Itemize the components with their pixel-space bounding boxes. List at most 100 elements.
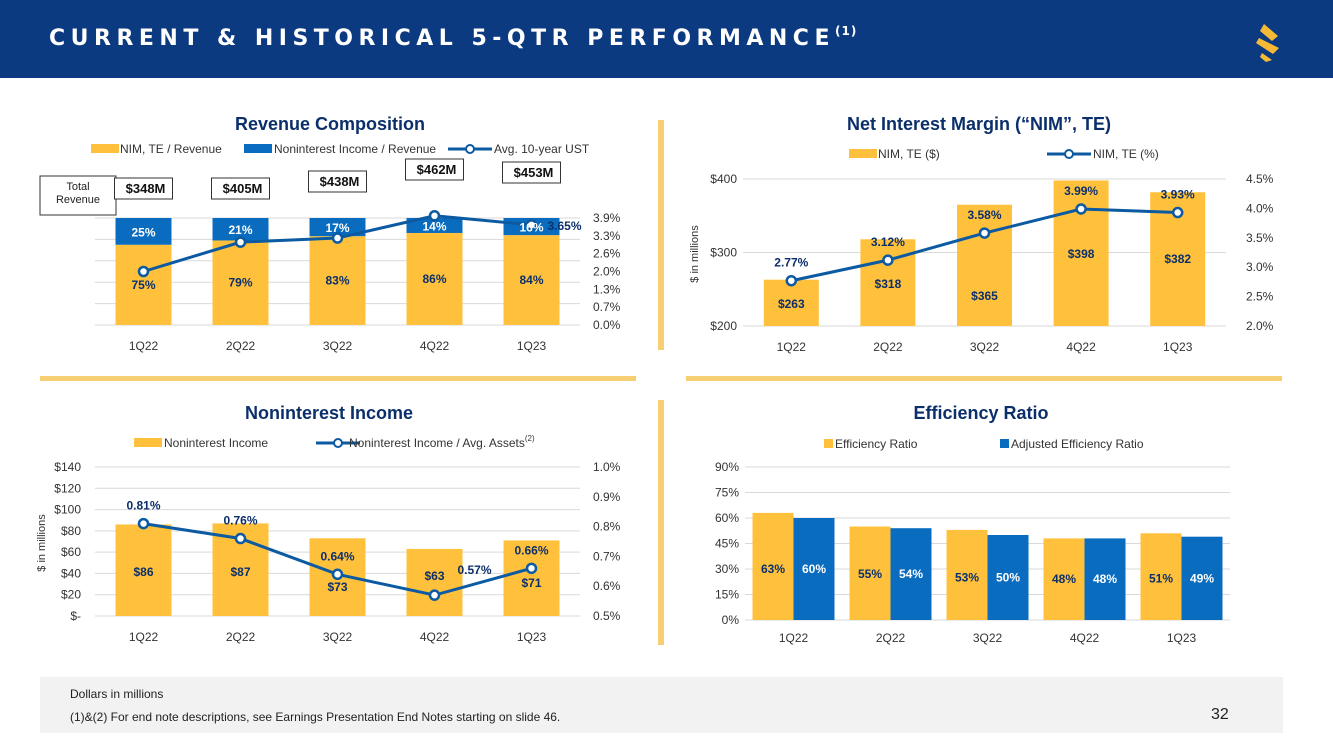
bar-label-nonint-revenue: 21% bbox=[228, 223, 252, 237]
footer-note-endnotes: (1)&(2) For end note descriptions, see E… bbox=[70, 710, 561, 724]
y2-tick-label: 3.0% bbox=[1246, 260, 1274, 274]
page-number: 32 bbox=[1211, 706, 1229, 723]
legend-swatch-nonint-revenue bbox=[244, 144, 272, 153]
line-label-nii-assets: 0.81% bbox=[126, 499, 160, 513]
bar-eff bbox=[1043, 538, 1085, 620]
y-tick-label: 0% bbox=[722, 613, 740, 627]
bar-label-nim-dollars: $318 bbox=[875, 277, 902, 291]
bar-label-eff: 51% bbox=[1149, 571, 1173, 585]
legend-swatch-nii bbox=[134, 438, 162, 447]
bar-label-eff: 48% bbox=[1052, 572, 1076, 586]
bar-label-nii: $71 bbox=[521, 576, 541, 590]
x-tick-label: 1Q22 bbox=[129, 339, 159, 353]
marker-ust bbox=[428, 210, 441, 222]
bar-label-nim-revenue: 86% bbox=[422, 272, 446, 286]
total-revenue-value: $462M bbox=[417, 162, 457, 177]
nim-chart-title: Net Interest Margin (“NIM”, TE) bbox=[847, 114, 1111, 134]
x-tick-label: 3Q22 bbox=[970, 340, 1000, 354]
bar-nonint-revenue bbox=[115, 218, 172, 245]
bar-nii bbox=[115, 524, 172, 616]
horizontal-divider-right bbox=[686, 376, 1282, 381]
y2-tick-label: 0.0% bbox=[593, 318, 621, 332]
x-tick-label: 1Q23 bbox=[1163, 340, 1193, 354]
y-tick-label: $300 bbox=[710, 246, 737, 260]
y-tick-label: $200 bbox=[710, 319, 737, 333]
nim-chart: Net Interest Margin (“NIM”, TE) NIM, TE … bbox=[686, 108, 1286, 358]
y2-tick-label: 2.5% bbox=[1246, 290, 1274, 304]
bar-label-nim-revenue: 84% bbox=[519, 273, 543, 287]
bar-nonint-revenue bbox=[406, 218, 463, 233]
bar-adj-eff bbox=[793, 518, 835, 620]
legend-swatch-nim-dollars bbox=[849, 149, 877, 158]
y2-tick-label: 2.6% bbox=[593, 247, 621, 261]
bar-label-nim-dollars: $398 bbox=[1068, 247, 1095, 261]
vertical-divider-top bbox=[658, 120, 664, 350]
total-revenue-box bbox=[114, 177, 173, 200]
y2-tick-label: 2.0% bbox=[1246, 319, 1274, 333]
line-label-nii-assets: 0.76% bbox=[223, 514, 257, 528]
title-footnote-ref: (1) bbox=[834, 24, 858, 38]
bar-nim-revenue bbox=[309, 236, 366, 325]
bar-nim-revenue bbox=[503, 235, 560, 325]
total-revenue-value: $438M bbox=[320, 174, 360, 189]
legend-label-nii-assets: Noninterest Income / Avg. Assets(2) bbox=[349, 434, 535, 450]
bar-label-nim-revenue: 83% bbox=[325, 274, 349, 288]
legend-label-nii: Noninterest Income bbox=[164, 436, 268, 450]
bar-label-adj-eff: 50% bbox=[996, 571, 1020, 585]
marker-ust bbox=[234, 236, 247, 248]
x-tick-label: 1Q22 bbox=[129, 630, 159, 644]
bar-label-nii: $86 bbox=[133, 565, 153, 579]
footer-notes: Dollars in millions (1)&(2) For end note… bbox=[40, 677, 1283, 733]
bar-nii bbox=[503, 540, 560, 616]
y2-tick-label: 0.7% bbox=[593, 549, 621, 563]
y2-tick-label: 0.8% bbox=[593, 520, 621, 534]
bar-label-nim-dollars: $263 bbox=[778, 297, 805, 311]
x-tick-label: 2Q22 bbox=[226, 339, 256, 353]
total-revenue-box bbox=[502, 161, 561, 184]
legend-label-nim-pct: NIM, TE (%) bbox=[1093, 147, 1159, 161]
y-tick-label: 45% bbox=[715, 537, 739, 551]
bar-nii bbox=[406, 548, 463, 616]
line-label-nim-pct: 2.77% bbox=[774, 256, 808, 270]
line-label-nii-assets: 0.57% bbox=[457, 563, 491, 577]
bar-label-nim-dollars: $382 bbox=[1164, 252, 1191, 266]
bar-adj-eff bbox=[1181, 536, 1223, 620]
x-tick-label: 1Q22 bbox=[777, 340, 807, 354]
x-tick-label: 1Q22 bbox=[779, 631, 809, 645]
y-tick-label: 75% bbox=[715, 486, 739, 500]
header-bar: CURRENT & HISTORICAL 5-QTR PERFORMANCE(1… bbox=[0, 0, 1333, 78]
x-tick-label: 1Q23 bbox=[1167, 631, 1197, 645]
bar-label-nim-revenue: 75% bbox=[131, 278, 155, 292]
y-tick-label: $- bbox=[70, 609, 81, 623]
marker-ust bbox=[331, 232, 344, 244]
bar-label-adj-eff: 49% bbox=[1190, 571, 1214, 585]
bar-label-eff: 63% bbox=[761, 562, 785, 576]
bar-nim-revenue bbox=[406, 232, 463, 325]
bar-nim-revenue bbox=[115, 244, 172, 325]
bar-label-eff: 55% bbox=[858, 567, 882, 581]
horizontal-divider-left bbox=[40, 376, 636, 381]
x-tick-label: 1Q23 bbox=[517, 630, 547, 644]
nim-y-axis-label: $ in millions bbox=[689, 225, 701, 283]
line-label-nii-assets: 0.64% bbox=[320, 549, 354, 563]
efficiency-ratio-chart: Efficiency Ratio Efficiency Ratio Adjust… bbox=[686, 397, 1286, 645]
bar-adj-eff bbox=[1084, 538, 1126, 620]
legend-marker-nim-pct bbox=[1064, 149, 1074, 159]
total-revenue-box bbox=[211, 177, 270, 200]
y2-tick-label: 3.5% bbox=[1246, 231, 1274, 245]
x-tick-label: 4Q22 bbox=[1070, 631, 1100, 645]
marker-nii-assets bbox=[525, 562, 538, 575]
bar-label-adj-eff: 60% bbox=[802, 562, 826, 576]
total-revenue-value: $405M bbox=[223, 181, 263, 196]
bar-label-nonint-revenue: 16% bbox=[519, 221, 543, 235]
x-tick-label: 2Q22 bbox=[226, 630, 256, 644]
bar-eff bbox=[849, 526, 891, 620]
nii-y-axis-label: $ in millions bbox=[36, 514, 48, 572]
y2-tick-label: 2.0% bbox=[593, 265, 621, 279]
bar-nonint-revenue bbox=[309, 218, 366, 237]
eff-chart-title: Efficiency Ratio bbox=[913, 403, 1048, 423]
bar-nim-dollars bbox=[763, 279, 819, 326]
legend-swatch-adj-eff bbox=[1000, 439, 1009, 448]
bar-label-nii: $63 bbox=[424, 569, 444, 583]
bar-label-nii: $73 bbox=[327, 580, 347, 594]
